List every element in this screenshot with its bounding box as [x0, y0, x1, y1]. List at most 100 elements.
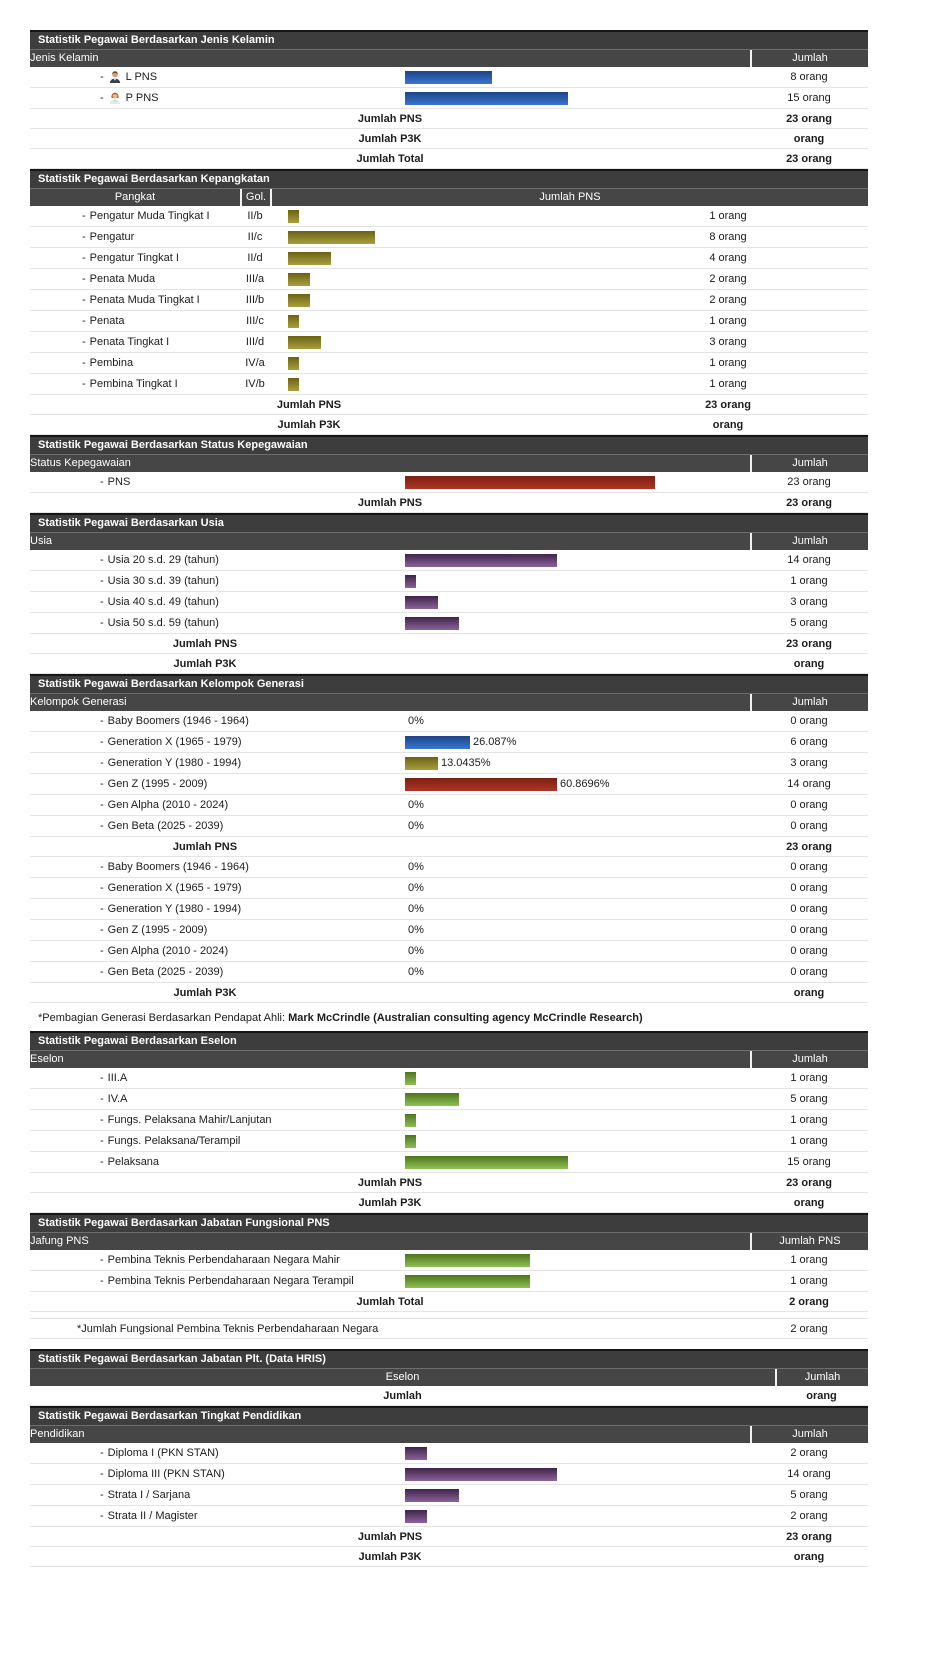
row-label-cell: - P PNS	[30, 91, 405, 105]
row-label: Usia 30 s.d. 39 (tahun)	[107, 575, 219, 587]
table-row: - Gen Beta (2025 - 2039) 0% 0 orang	[30, 816, 868, 837]
row-label-cell: - IV.A	[30, 1093, 405, 1105]
table-row: - P PNS 15 orang	[30, 88, 868, 109]
bar-area	[270, 209, 588, 223]
table-row: - L PNS 8 orang	[30, 67, 868, 88]
bullet: -	[100, 1468, 104, 1480]
row-label-cell: - Penata	[30, 315, 240, 327]
count-cell: 1 orang	[709, 315, 747, 327]
bar	[405, 735, 470, 749]
row-label: Generation Y (1980 - 1994)	[107, 757, 242, 769]
total-row: Jumlah Total 23 orang	[30, 149, 868, 169]
table-row: - Gen Alpha (2010 - 2024) 0% 0 orang	[30, 795, 868, 816]
total-label: Jumlah P3K	[358, 1550, 422, 1563]
total-row: Jumlah P3K orang	[30, 415, 868, 435]
row-main-cell: - P PNS	[30, 91, 750, 105]
row-label-cell: - PNS	[30, 476, 405, 488]
table-row: - Fungs. Pelaksana/Terampil 1 orang	[30, 1131, 868, 1152]
section-jafung-pns: Statistik Pegawai Berdasarkan Jabatan Fu…	[30, 1213, 868, 1339]
bar	[288, 272, 310, 286]
row-label: IV.A	[107, 1093, 128, 1105]
bullet: -	[100, 1510, 104, 1522]
column-header-row: Eselon Jumlah	[30, 1051, 868, 1068]
bullet: -	[100, 945, 104, 957]
column-header-2: Jumlah PNS	[270, 189, 868, 206]
column-header-0: Kelompok Generasi	[30, 696, 127, 708]
table-row: - Usia 30 s.d. 39 (tahun) 1 orang	[30, 571, 868, 592]
column-header-row: Kelompok Generasi Jumlah	[30, 694, 868, 711]
column-header-0: Usia	[30, 535, 53, 547]
row-label-cell: - Pembina Teknis Perbendaharaan Negara Te…	[30, 1275, 405, 1287]
row-label: PNS	[107, 476, 131, 488]
table-row: - Gen Z (1995 - 2009) 60.8696% 14 orang	[30, 774, 868, 795]
note-row: *Jumlah Fungsional Pembina Teknis Perben…	[30, 1318, 868, 1339]
bar	[288, 293, 310, 307]
bullet: -	[100, 554, 104, 566]
row-label-cell: - Fungs. Pelaksana/Terampil	[30, 1135, 405, 1147]
row-label: Penata Muda Tingkat I	[89, 294, 200, 306]
count-cell: 1 orang	[790, 1114, 828, 1126]
total-row: Jumlah PNS 23 orang	[30, 109, 868, 129]
table-row: - Pelaksana 15 orang	[30, 1152, 868, 1173]
bar-area	[270, 335, 588, 349]
table-row: - Usia 40 s.d. 49 (tahun) 3 orang	[30, 592, 868, 613]
bar-area	[270, 293, 588, 307]
row-label-cell: - Strata I / Sarjana	[30, 1489, 405, 1501]
bar-area	[270, 272, 588, 286]
percent-label: 0%	[408, 715, 424, 727]
bullet: -	[100, 1135, 104, 1147]
count-cell: orang	[793, 1550, 825, 1563]
percent-label: 0%	[408, 924, 424, 936]
row-label-cell: - Usia 30 s.d. 39 (tahun)	[30, 575, 405, 587]
column-header-0: Jenis Kelamin	[30, 52, 99, 64]
bullet: -	[82, 210, 86, 222]
row-label-cell: - Pengatur	[30, 231, 240, 243]
bar	[405, 1509, 427, 1523]
gol-cell: II/c	[247, 231, 263, 243]
generation-footnote: *Pembagian Generasi Berdasarkan Pendapat…	[38, 1012, 868, 1024]
bullet: -	[100, 71, 104, 83]
table-row: - Pengatur II/c 8 orang	[30, 227, 868, 248]
count-cell: 0 orang	[790, 715, 828, 727]
footnote-bold: Mark McCrindle (Australian consulting ag…	[288, 1012, 643, 1024]
bar	[288, 335, 321, 349]
bar	[405, 1071, 416, 1085]
row-label-cell: - Penata Muda	[30, 273, 240, 285]
row-main-cell: - Fungs. Pelaksana Mahir/Lanjutan	[30, 1113, 750, 1127]
table-row: - Fungs. Pelaksana Mahir/Lanjutan 1 orang	[30, 1110, 868, 1131]
row-label-cell: - Pengatur Muda Tingkat I	[30, 210, 240, 222]
gol-cell: II/b	[247, 210, 263, 222]
row-label-cell: - Pelaksana	[30, 1156, 405, 1168]
column-header-1: Jumlah	[750, 1051, 868, 1068]
section-usia: Statistik Pegawai Berdasarkan Usia Usia Ju…	[30, 513, 868, 674]
row-label: Generation X (1965 - 1979)	[107, 736, 242, 748]
row-label: Pengatur	[89, 231, 135, 243]
total-label: Jumlah PNS	[172, 637, 238, 650]
row-label: Diploma III (PKN STAN)	[107, 1468, 225, 1480]
row-label: Diploma I (PKN STAN)	[107, 1447, 219, 1459]
row-main-cell: - Usia 40 s.d. 49 (tahun)	[30, 595, 750, 609]
table-row: - Pembina Teknis Perbendaharaan Negara Te…	[30, 1271, 868, 1292]
row-label: Gen Alpha (2010 - 2024)	[107, 799, 229, 811]
row-label-cell: - Penata Tingkat I	[30, 336, 240, 348]
table-row: - Baby Boomers (1946 - 1964) 0% 0 orang	[30, 857, 868, 878]
row-label: Usia 50 s.d. 59 (tahun)	[107, 617, 219, 629]
count-cell: orang	[793, 132, 825, 145]
total-label: Jumlah P3K	[173, 986, 237, 999]
bullet: -	[82, 378, 86, 390]
count-cell: 3 orang	[790, 757, 828, 769]
row-main-cell: - Strata I / Sarjana	[30, 1488, 750, 1502]
bar-area	[270, 377, 588, 391]
bar	[405, 1467, 557, 1481]
bar	[405, 553, 557, 567]
row-label: Gen Z (1995 - 2009)	[107, 924, 208, 936]
row-label: L PNS	[125, 71, 158, 83]
bar	[288, 314, 299, 328]
gol-cell: IV/a	[245, 357, 265, 369]
row-label-cell: - Pembina	[30, 357, 240, 369]
total-row: Jumlah P3K orang	[30, 129, 868, 149]
bullet: -	[82, 357, 86, 369]
table-row: - Pembina Tingkat I IV/b 1 orang	[30, 374, 868, 395]
row-label-cell: - III.A	[30, 1072, 405, 1084]
row-main-cell: - PNS	[30, 475, 750, 489]
